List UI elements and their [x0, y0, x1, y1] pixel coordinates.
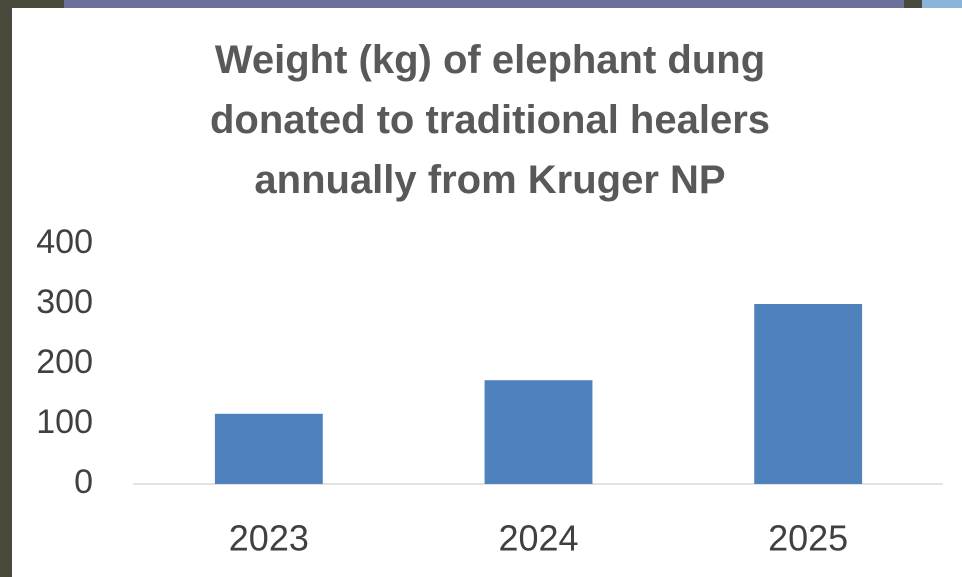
bar	[754, 304, 863, 484]
photo-strip	[922, 0, 962, 8]
x-tick-label: 2025	[768, 518, 848, 559]
y-tick-label: 100	[36, 403, 93, 441]
photo-strip	[64, 0, 904, 8]
x-tick-label: 2024	[498, 518, 578, 559]
y-tick-label: 0	[74, 463, 93, 501]
y-tick-label: 200	[36, 343, 93, 381]
y-tick-label: 400	[36, 223, 93, 261]
x-tick-label: 2023	[229, 518, 309, 559]
bar	[214, 413, 323, 484]
bar	[484, 380, 593, 484]
chart-title: Weight (kg) of elephant dung donated to …	[209, 38, 771, 202]
y-tick-label: 300	[36, 283, 93, 321]
